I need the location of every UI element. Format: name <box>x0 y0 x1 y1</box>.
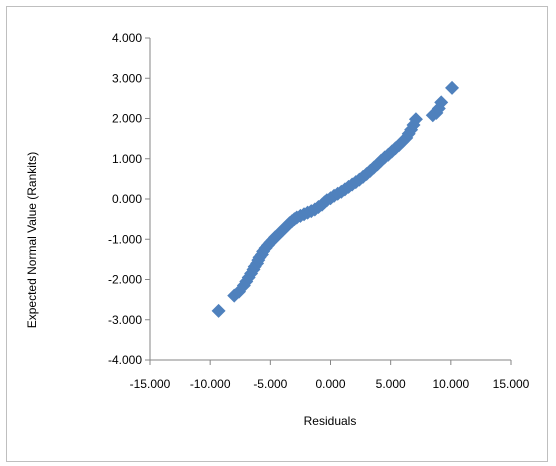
y-tick-label: -2.000 <box>108 273 142 287</box>
x-tick-label: -5.000 <box>253 377 287 391</box>
y-tick-label: -4.000 <box>108 353 142 367</box>
x-tick-label: 15.000 <box>493 377 530 391</box>
y-tick-label: 2.000 <box>112 112 142 126</box>
x-ticks: -15.000 -10.000 -5.000 0.000 5.000 10.000 15.0… <box>130 360 530 391</box>
y-tick-label: -1.000 <box>108 232 142 246</box>
data-point <box>408 112 423 127</box>
y-tick-label: 4.000 <box>112 31 142 45</box>
y-ticks: 4.000 3.000 2.000 1.000 0.000 -1.000 -2.000 -3.… <box>108 31 150 367</box>
y-tick-label: -3.000 <box>108 313 142 327</box>
data-point <box>404 122 419 137</box>
data-point <box>211 303 226 318</box>
data-point <box>445 80 460 95</box>
x-tick-label: -10.000 <box>190 377 231 391</box>
x-tick-label: -15.000 <box>130 377 171 391</box>
y-axis-title: Expected Normal Value (Rankits) <box>25 152 39 329</box>
x-tick-label: 0.000 <box>315 377 345 391</box>
y-tick-label: 0.000 <box>112 192 142 206</box>
y-tick-label: 1.000 <box>112 152 142 166</box>
x-tick-label: 10.000 <box>432 377 469 391</box>
data-point <box>434 95 449 110</box>
x-axis-title: Residuals <box>304 414 357 428</box>
y-tick-label: 3.000 <box>112 71 142 85</box>
x-tick-label: 5.000 <box>376 377 406 391</box>
data-points <box>211 80 460 318</box>
